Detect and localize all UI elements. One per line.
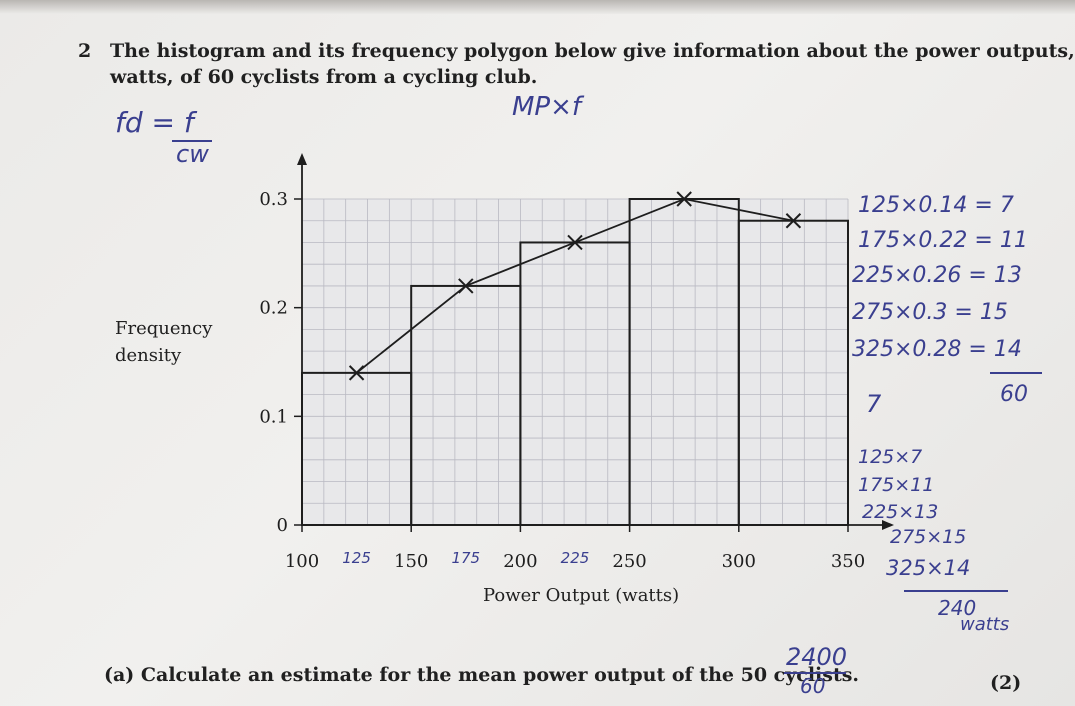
calc-line-4: 275×0.3 = 15 xyxy=(852,300,1008,325)
y-axis-arrow xyxy=(297,153,307,165)
handwritten-formula-top: fd = f xyxy=(115,106,194,139)
polygon-point-cross xyxy=(785,213,802,229)
handwritten-midpoint: 175 xyxy=(451,549,480,567)
polygon-point-cross xyxy=(676,191,692,207)
question-number: 2 xyxy=(78,40,92,62)
x-axis-label: Power Output (watts) xyxy=(483,585,680,606)
x-tick-label: 300 xyxy=(722,551,756,572)
handwritten-seven: 7 xyxy=(866,390,882,418)
y-axis-label-line-1: Frequency xyxy=(115,318,213,339)
grid-background xyxy=(302,199,848,525)
calc-line-5: 325×0.28 = 14 xyxy=(852,337,1022,362)
product-line-4: 275×15 xyxy=(890,526,967,548)
products-units: watts xyxy=(960,614,1010,635)
product-line-3: 225×13 xyxy=(862,501,939,523)
polygon-point-cross xyxy=(567,234,583,251)
fraction-numerator: 2400 xyxy=(786,643,848,671)
y-tick-label: 0.3 xyxy=(259,189,288,210)
product-line-5: 325×14 xyxy=(886,556,971,580)
calc-sum-line xyxy=(990,372,1042,374)
y-tick-label: 0 xyxy=(277,515,288,536)
formula-fraction-bar xyxy=(172,140,212,142)
x-tick-label: 100 xyxy=(285,551,319,572)
polygon-point-cross xyxy=(458,278,474,294)
calc-line-2: 175×0.22 = 11 xyxy=(858,228,1028,253)
fraction-bar xyxy=(784,672,846,674)
x-tick-label: 200 xyxy=(503,551,537,572)
question-line-2: watts, of 60 cyclists from a cycling clu… xyxy=(110,66,538,88)
y-tick-label: 0.1 xyxy=(259,406,288,427)
x-axis-arrow xyxy=(882,520,894,530)
polygon-point-cross xyxy=(348,365,365,381)
x-tick-label: 250 xyxy=(612,551,646,572)
calc-total: 60 xyxy=(1000,382,1028,407)
paper-edge-shadow xyxy=(0,0,1075,14)
handwritten-midpoint: 225 xyxy=(561,549,590,567)
question-line-1: The histogram and its frequency polygon … xyxy=(110,40,1075,62)
products-total: 240 xyxy=(938,596,977,620)
handwritten-formula-bottom: cw xyxy=(176,140,209,168)
y-tick-label: 0.2 xyxy=(259,298,288,319)
part-a-marks: (2) xyxy=(990,672,1022,694)
products-sum-line xyxy=(904,590,1008,592)
part-a-question: (a) Calculate an estimate for the mean p… xyxy=(104,664,860,686)
handwritten-midpoint: 125 xyxy=(342,549,371,567)
x-tick-label: 350 xyxy=(831,551,865,572)
product-line-2: 175×11 xyxy=(858,474,935,496)
handwritten-mp-note: MP×f xyxy=(512,92,582,122)
fraction-denominator: 60 xyxy=(800,674,826,698)
y-axis-label-line-2: density xyxy=(115,345,182,366)
calc-line-1: 125×0.14 = 7 xyxy=(858,193,1014,218)
calc-line-3: 225×0.26 = 13 xyxy=(852,263,1022,288)
product-line-1: 125×7 xyxy=(858,446,923,468)
x-tick-label: 150 xyxy=(394,551,428,572)
